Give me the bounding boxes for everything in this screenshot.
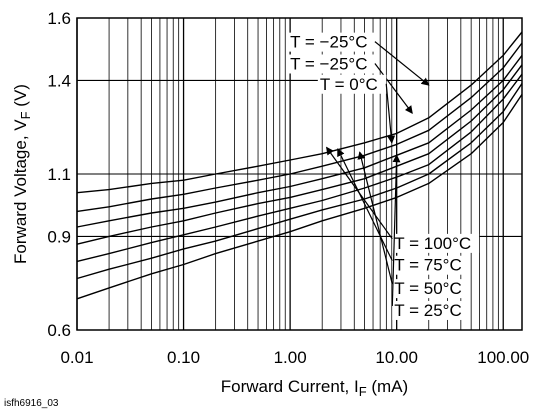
- annotation-leader: [391, 154, 401, 306]
- annotation-bg: [392, 233, 480, 253]
- annotation-label: T = −25°C: [290, 54, 367, 73]
- annotation-label: T = 75°C: [394, 256, 461, 275]
- annotation-bg: [317, 74, 387, 94]
- annotation-leader: [385, 83, 396, 144]
- y-tick-label: 1.6: [47, 9, 71, 28]
- annotation-label: T = 0°C: [320, 75, 378, 94]
- y-axis-title-unit: (V): [11, 84, 30, 111]
- y-tick-label: 1.4: [47, 71, 71, 90]
- series-layer: [76, 31, 523, 300]
- x-tick-label: 100.00: [477, 348, 529, 367]
- x-tick-label: 1.00: [274, 348, 307, 367]
- annotation-leader: [337, 148, 393, 261]
- annotation-leader: [357, 151, 393, 285]
- annotation-bg: [392, 279, 470, 299]
- annotation-leader: [374, 41, 430, 86]
- y-axis-title-subscript: F: [18, 111, 33, 119]
- series-line: [76, 42, 523, 213]
- x-tick-label: 0.01: [60, 348, 93, 367]
- annotation-label: T = 25°C: [394, 301, 461, 320]
- series-line: [76, 94, 523, 300]
- y-tick-label: 0.9: [47, 227, 71, 246]
- x-tick-label: 10.00: [375, 348, 418, 367]
- annotation-layer: T = −25°C T = −25°C T = 0°C T = 100°C T = 75…: [288, 32, 480, 320]
- x-axis-title-main: Forward Current, I: [221, 377, 359, 396]
- annotation-bg: [392, 300, 470, 320]
- tick-labels: 0.01 0.10 1.00 10.00 100.00 0.6 0.9 1.1 1.4 1.6: [47, 9, 529, 367]
- series-line: [76, 83, 523, 280]
- series-line: [76, 73, 523, 263]
- annotation-leader: [374, 63, 413, 114]
- figure-id: isfh6916_03: [4, 398, 59, 409]
- annotation-bg: [392, 255, 470, 275]
- series-line: [76, 31, 523, 194]
- series-line: [76, 54, 523, 228]
- series-line: [76, 64, 523, 245]
- x-axis-title: Forward Current, IF (mA): [221, 377, 408, 399]
- annotation-bg: [288, 54, 375, 74]
- annotation-label: T = 100°C: [394, 234, 471, 253]
- plot-frame: [76, 17, 523, 331]
- y-axis-title-main: Forward Voltage, V: [11, 119, 30, 264]
- annotation-label: T = −25°C: [290, 33, 367, 52]
- x-axis-title-unit: (mA): [367, 377, 409, 396]
- annotation-label: T = 50°C: [394, 279, 461, 298]
- x-tick-label: 0.10: [167, 348, 200, 367]
- y-tick-label: 1.1: [47, 165, 71, 184]
- y-axis-title: Forward Voltage, VF (V): [11, 84, 33, 264]
- y-tick-label: 0.6: [47, 321, 71, 340]
- annotation-bg: [288, 32, 375, 52]
- x-axis-title-subscript: F: [359, 384, 367, 399]
